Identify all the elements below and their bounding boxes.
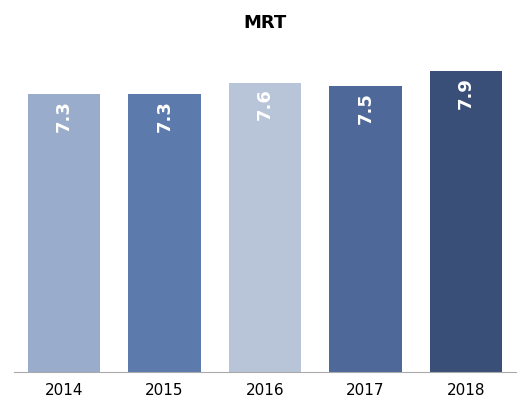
Bar xyxy=(229,83,301,372)
Bar xyxy=(430,71,502,372)
Bar xyxy=(28,94,100,372)
Text: 7.3: 7.3 xyxy=(156,100,173,132)
Bar xyxy=(128,94,201,372)
Bar xyxy=(329,87,402,372)
Text: 7.6: 7.6 xyxy=(256,88,274,120)
Text: 7.5: 7.5 xyxy=(357,92,374,124)
Text: 7.9: 7.9 xyxy=(457,77,475,109)
Title: MRT: MRT xyxy=(243,14,287,32)
Text: 7.3: 7.3 xyxy=(55,100,73,132)
